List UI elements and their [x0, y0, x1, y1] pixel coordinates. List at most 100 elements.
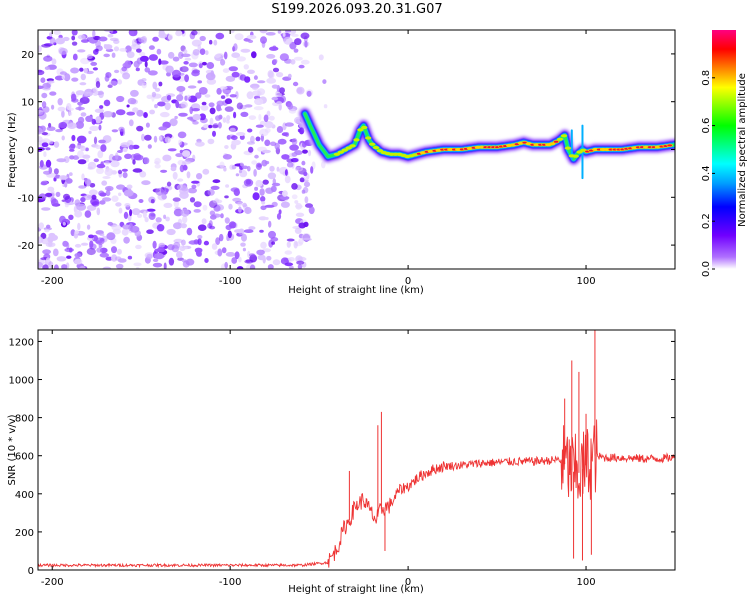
noise-blob	[265, 32, 276, 36]
noise-blob	[224, 145, 229, 149]
noise-blob	[256, 88, 266, 96]
noise-blob	[39, 160, 44, 168]
noise-blob	[289, 144, 299, 151]
noise-blob	[124, 153, 132, 159]
noise-blob	[109, 80, 118, 86]
noise-blob	[47, 186, 55, 192]
noise-blob	[74, 258, 83, 265]
noise-blob	[44, 66, 50, 70]
noise-blob	[257, 80, 266, 84]
noise-blob	[84, 210, 92, 218]
noise-blob	[204, 94, 211, 98]
noise-blob	[266, 110, 271, 117]
noise-blob	[247, 128, 253, 133]
noise-blob	[179, 191, 189, 199]
noise-blob	[253, 106, 264, 111]
noise-blob	[150, 199, 155, 204]
noise-blob	[310, 166, 314, 174]
x-tick-label: -200	[41, 577, 64, 588]
ridge-core	[357, 128, 364, 132]
colorbar-tick-label: 0.0	[701, 261, 712, 277]
noise-blob	[299, 177, 305, 183]
noise-blob	[296, 86, 305, 95]
noise-blob	[278, 103, 282, 111]
noise-blob	[129, 209, 133, 217]
noise-blob	[264, 204, 275, 208]
noise-blob	[240, 162, 244, 167]
y-tick-label: 200	[15, 528, 34, 539]
noise-blob	[100, 161, 104, 169]
noise-blob	[272, 259, 281, 266]
noise-blob	[197, 238, 202, 246]
noise-blob	[171, 69, 181, 78]
noise-blob	[193, 201, 202, 208]
noise-blob	[178, 51, 184, 59]
noise-blob	[272, 45, 277, 50]
noise-blob	[231, 71, 240, 78]
noise-blob	[111, 129, 119, 133]
noise-blob	[238, 169, 243, 174]
noise-blob	[81, 242, 89, 246]
noise-blob	[191, 39, 202, 47]
spectrogram-ridge	[297, 99, 675, 210]
noise-blob	[154, 163, 161, 169]
noise-blob	[165, 65, 174, 74]
noise-blob	[193, 209, 201, 213]
noise-blob	[138, 37, 147, 43]
noise-blob	[121, 66, 127, 72]
noise-blob	[82, 154, 91, 159]
noise-blob	[69, 155, 75, 160]
noise-blob	[204, 258, 209, 263]
noise-blob	[301, 189, 306, 194]
noise-blob	[223, 51, 228, 60]
noise-blob	[231, 52, 241, 58]
noise-blob	[53, 248, 59, 257]
noise-blob	[42, 264, 49, 269]
noise-blob	[90, 61, 98, 66]
noise-blob	[260, 196, 266, 202]
colorbar-tick-label: 0.4	[701, 165, 712, 181]
noise-blob	[187, 85, 197, 89]
noise-blob	[152, 36, 159, 42]
noise-blob	[247, 250, 251, 258]
noise-blob	[47, 80, 55, 84]
noise-blob	[46, 126, 56, 131]
noise-blob	[79, 67, 84, 72]
noise-blob	[178, 112, 188, 117]
noise-blob	[266, 54, 276, 59]
noise-blob	[220, 59, 226, 66]
noise-blob	[147, 144, 152, 149]
noise-blob	[196, 173, 203, 180]
noise-blob	[144, 217, 149, 223]
noise-blob	[132, 168, 143, 173]
noise-blob	[286, 238, 295, 242]
noise-blob	[38, 236, 44, 244]
noise-blob	[286, 241, 291, 248]
noise-blob	[249, 264, 256, 269]
noise-blob	[242, 202, 248, 208]
noise-blob	[143, 157, 150, 165]
noise-blob	[76, 135, 87, 144]
noise-blob	[77, 49, 86, 53]
snr-xlabel: Height of straight line (km)	[288, 584, 424, 595]
noise-blob	[58, 122, 68, 129]
noise-blob	[303, 221, 309, 228]
noise-blob	[133, 262, 142, 267]
noise-blob	[164, 102, 171, 111]
noise-blob	[99, 105, 104, 109]
noise-blob	[197, 80, 202, 84]
noise-blob	[277, 138, 287, 145]
spectrogram-ylabel: Frequency (Hz)	[7, 112, 18, 188]
noise-blob	[80, 73, 87, 81]
noise-blob	[244, 76, 251, 83]
noise-blob	[100, 144, 107, 152]
x-tick-label: -100	[219, 577, 242, 588]
noise-blob	[88, 234, 94, 239]
y-tick-label: 10	[21, 98, 34, 109]
noise-blob	[146, 208, 156, 212]
noise-blob	[123, 236, 130, 244]
x-tick-label: 100	[576, 577, 595, 588]
ridge-core	[341, 148, 348, 152]
noise-blob	[261, 149, 271, 154]
noise-blob	[259, 30, 268, 34]
